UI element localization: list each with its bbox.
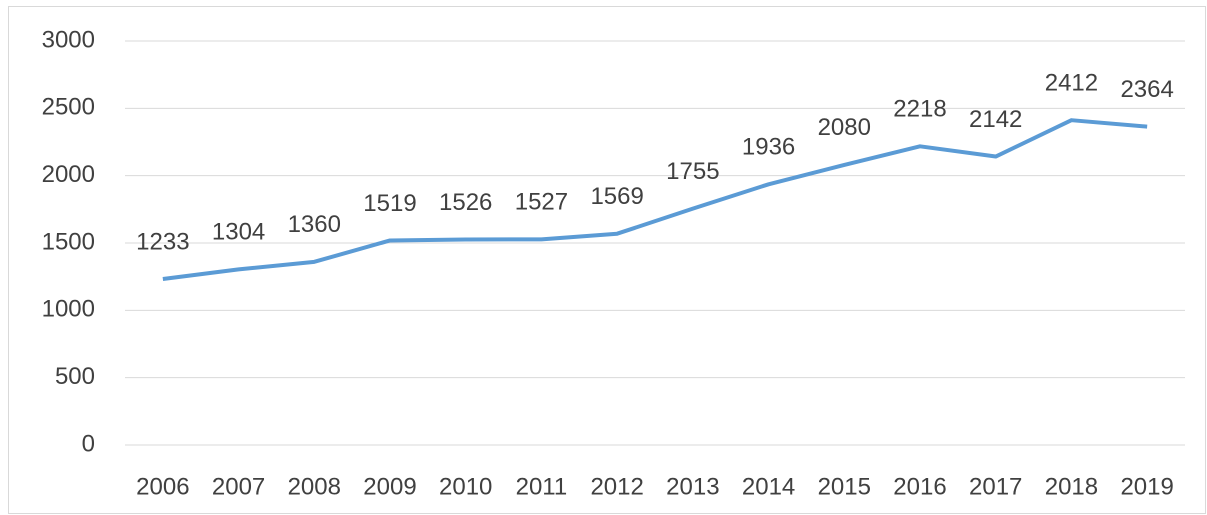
- data-label: 1755: [666, 158, 719, 185]
- data-label: 1233: [136, 228, 189, 255]
- x-tick-label: 2016: [893, 473, 946, 500]
- data-label: 1360: [288, 211, 341, 238]
- y-tick-label: 3000: [42, 26, 95, 53]
- x-tick-label: 2007: [212, 473, 265, 500]
- y-tick-label: 2000: [42, 161, 95, 188]
- data-label: 1519: [363, 190, 416, 217]
- x-tick-label: 2013: [666, 473, 719, 500]
- data-label: 2364: [1120, 76, 1173, 103]
- data-label: 1304: [212, 219, 265, 246]
- data-label: 1569: [590, 183, 643, 210]
- x-tick-label: 2015: [818, 473, 871, 500]
- data-label: 1936: [742, 134, 795, 161]
- x-tick-label: 2019: [1120, 473, 1173, 500]
- y-tick-label: 500: [55, 363, 95, 390]
- data-label: 1526: [439, 189, 492, 216]
- x-tick-label: 2010: [439, 473, 492, 500]
- data-label: 2218: [893, 96, 946, 123]
- data-label: 2080: [818, 114, 871, 141]
- x-tick-label: 2008: [288, 473, 341, 500]
- x-tick-label: 2012: [590, 473, 643, 500]
- y-tick-label: 0: [82, 430, 95, 457]
- data-label: 2412: [1045, 70, 1098, 97]
- y-tick-label: 1500: [42, 228, 95, 255]
- y-tick-label: 1000: [42, 296, 95, 323]
- data-label: 1527: [515, 189, 568, 216]
- x-tick-label: 2009: [363, 473, 416, 500]
- data-label: 2142: [969, 106, 1022, 133]
- x-tick-label: 2014: [742, 473, 795, 500]
- chart-frame: [8, 6, 1206, 514]
- x-tick-label: 2018: [1045, 473, 1098, 500]
- y-tick-label: 2500: [42, 94, 95, 121]
- x-tick-label: 2011: [516, 473, 568, 500]
- x-tick-label: 2006: [136, 473, 189, 500]
- data-line: [162, 118, 1148, 281]
- x-tick-label: 2017: [969, 473, 1022, 500]
